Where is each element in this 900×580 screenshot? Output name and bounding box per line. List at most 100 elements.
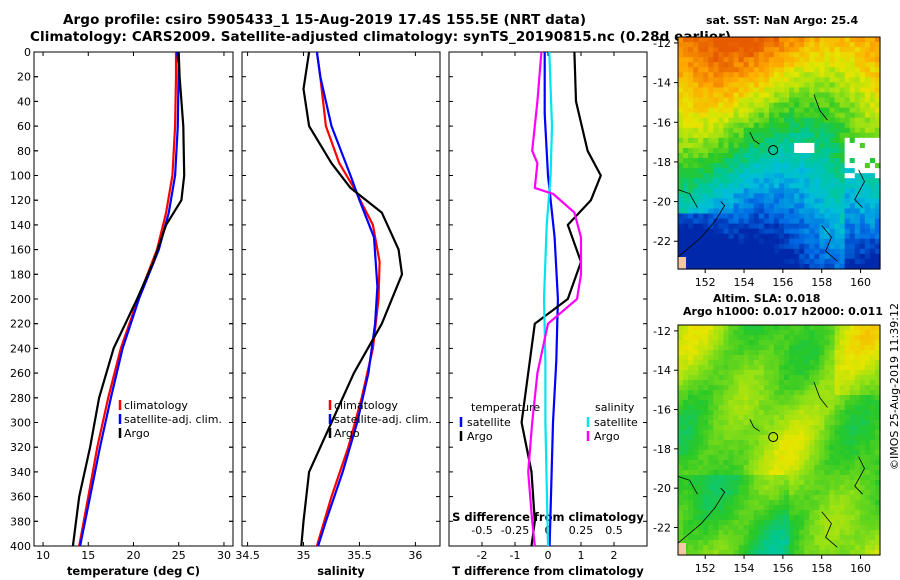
map-cell [844, 450, 851, 456]
map-cell [708, 495, 714, 501]
map-cell [784, 545, 790, 551]
map-cell [814, 67, 820, 73]
salinity-x-tick-label: 35 [297, 549, 311, 562]
map-cell [849, 82, 856, 89]
map-cell [779, 77, 785, 83]
map-cell [708, 263, 714, 270]
map-cell [703, 97, 709, 104]
map-cell [799, 132, 805, 139]
map-cell [864, 500, 871, 506]
map-cell [859, 335, 866, 341]
map-cell [814, 82, 820, 89]
map-cell [869, 525, 876, 531]
map-cell [768, 77, 775, 83]
map-cell [819, 228, 826, 235]
map-cell [738, 218, 745, 225]
map-cell [799, 258, 805, 265]
map-cell [683, 52, 689, 58]
map-cell [718, 107, 725, 114]
map-cell [683, 330, 689, 336]
map-cell [748, 455, 755, 461]
map-cell [733, 455, 740, 461]
map-cell [713, 470, 719, 476]
map-cell [824, 455, 831, 461]
reef-outline [677, 475, 698, 495]
map-cell [743, 57, 750, 63]
map-cell [683, 385, 689, 391]
map-cell [758, 37, 765, 43]
map-cell [743, 183, 750, 189]
map-cell [804, 350, 810, 356]
map-cell [794, 127, 800, 134]
map-cell [733, 107, 740, 114]
map-cell [794, 147, 800, 154]
map-cell [693, 515, 699, 521]
map-cell [713, 52, 719, 58]
map-cell [814, 102, 820, 109]
map-cell [723, 340, 730, 346]
map-cell [779, 375, 785, 381]
map-cell [814, 460, 820, 466]
map-cell [698, 520, 704, 526]
map-cell [748, 430, 755, 436]
map-cell [773, 475, 780, 481]
map-cell [678, 253, 684, 260]
map-cell [678, 325, 684, 331]
map-cell [678, 168, 684, 174]
map-cell [773, 137, 780, 144]
map-cell [688, 127, 694, 134]
diff-series-t-satellite [543, 52, 560, 547]
map-cell [794, 505, 800, 511]
map-cell [708, 550, 714, 556]
map-cell [859, 213, 866, 220]
map-cell [869, 370, 876, 376]
map-cell [693, 67, 699, 73]
map-cell [869, 430, 876, 436]
map-cell [758, 365, 765, 371]
map-cell [854, 410, 861, 416]
map-cell [773, 420, 780, 426]
map-cell [829, 440, 836, 446]
map-cell [784, 168, 790, 174]
map-cell [824, 258, 831, 265]
map-cell [844, 370, 851, 376]
map-cell [713, 485, 719, 491]
map-cell [844, 455, 851, 461]
map-cell [773, 500, 780, 506]
map-cell [773, 410, 780, 416]
depth-tick-label: 280 [10, 392, 31, 405]
map-cell [824, 42, 831, 48]
map-cell [784, 72, 790, 78]
map-cell [784, 325, 790, 331]
map-cell [723, 505, 730, 511]
map-cell [743, 435, 750, 441]
map-cell [864, 470, 871, 476]
map-cell [723, 420, 730, 426]
map-cell [869, 375, 876, 381]
map-cell [758, 153, 765, 159]
depth-tick-label: 380 [10, 515, 31, 528]
map-cell [794, 540, 800, 546]
map-cell [829, 223, 836, 230]
map-cell [859, 415, 866, 421]
map-cell [738, 183, 745, 189]
map-cell [703, 158, 709, 164]
map-cell [713, 365, 719, 371]
map-cell [723, 147, 730, 154]
map-cell [809, 178, 815, 184]
map-cell [718, 415, 725, 421]
map-cell [773, 490, 780, 496]
map-cell [738, 97, 745, 104]
map-cell [819, 213, 826, 220]
map-cell [683, 238, 689, 245]
map-cell [784, 213, 790, 220]
map-cell [683, 62, 689, 68]
salinity-xlabel: salinity [317, 564, 365, 578]
map-cell [743, 495, 750, 501]
map-cell [758, 450, 765, 456]
map-cell [779, 112, 785, 119]
map-cell [814, 530, 820, 536]
map-cell [819, 77, 826, 83]
map-cell [713, 490, 719, 496]
map-cell [839, 82, 846, 89]
